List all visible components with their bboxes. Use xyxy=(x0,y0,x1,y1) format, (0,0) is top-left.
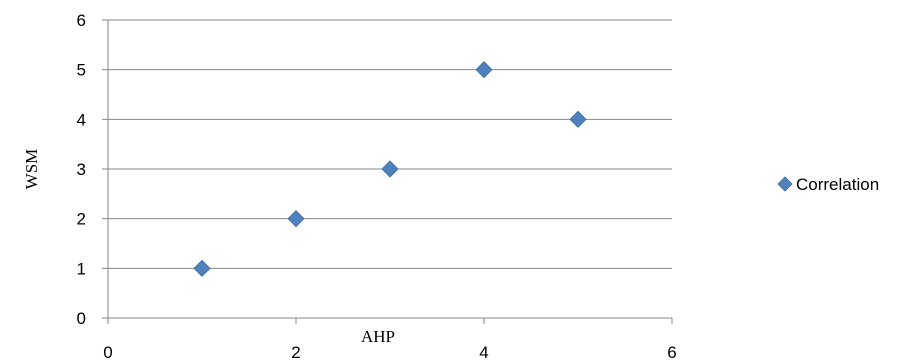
data-points xyxy=(193,61,587,277)
legend-marker-diamond xyxy=(777,176,793,192)
y-tick-label-0: 0 xyxy=(77,309,86,328)
y-tick-label-2: 2 xyxy=(77,210,86,229)
legend: Correlation xyxy=(777,175,879,194)
gridlines xyxy=(108,19,672,269)
data-point xyxy=(569,110,587,128)
tick-labels: 0 1 2 3 4 5 6 0 2 4 6 xyxy=(77,11,677,362)
x-tick-label-0: 0 xyxy=(103,343,112,362)
y-tick-label-1: 1 xyxy=(77,259,86,278)
data-point xyxy=(381,160,399,178)
y-tick-label-5: 5 xyxy=(77,61,86,80)
y-tick-label-3: 3 xyxy=(77,160,86,179)
axes xyxy=(102,19,673,324)
y-tick-label-4: 4 xyxy=(77,110,86,129)
x-tick-label-6: 6 xyxy=(667,343,676,362)
x-tick-label-2: 2 xyxy=(291,343,300,362)
x-tick-label-4: 4 xyxy=(479,343,488,362)
x-axis-title: AHP xyxy=(361,327,395,346)
data-point xyxy=(193,259,211,277)
data-point xyxy=(475,61,493,79)
y-axis-title: WSM xyxy=(22,149,41,190)
data-point xyxy=(287,210,305,228)
y-tick-label-6: 6 xyxy=(77,11,86,30)
legend-label: Correlation xyxy=(796,175,879,194)
